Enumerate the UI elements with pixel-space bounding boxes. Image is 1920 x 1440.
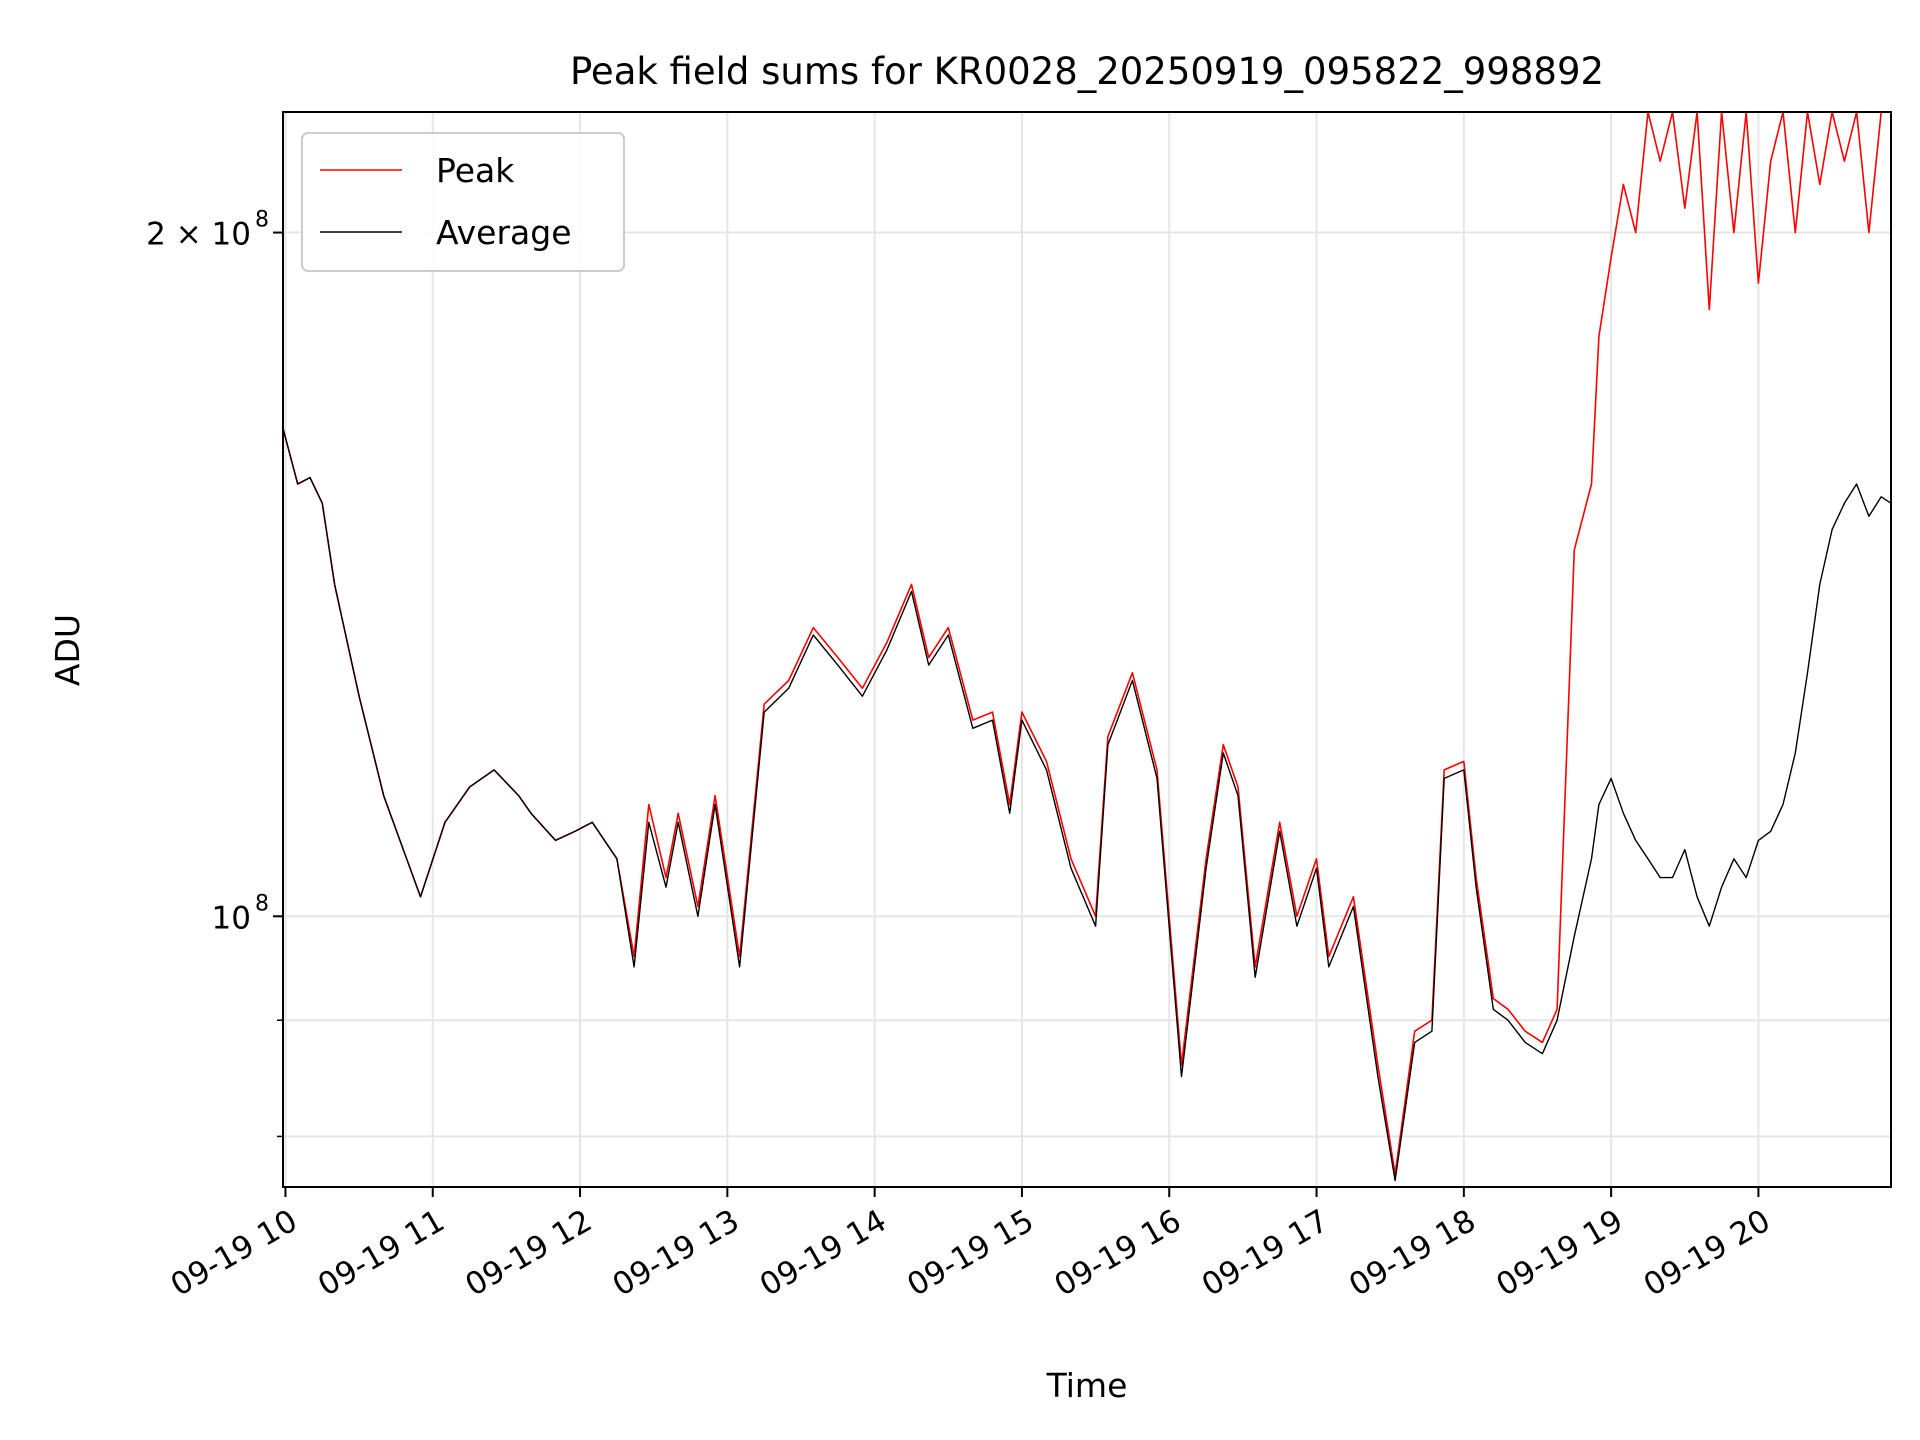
legend-box bbox=[301, 132, 625, 272]
chart-title: Peak field sums for KR0028_20250919_0958… bbox=[570, 50, 1604, 93]
series-line-average bbox=[282, 428, 1892, 1182]
plot-frame bbox=[282, 111, 1892, 1188]
legend: Peak Average bbox=[301, 132, 625, 272]
series-lines bbox=[282, 111, 1892, 1182]
legend-label: Peak bbox=[436, 151, 515, 190]
y-axis-label: ADU bbox=[48, 614, 87, 686]
y-tick-exponent: 8 bbox=[255, 208, 269, 233]
y-tick-label: 10 bbox=[212, 900, 251, 936]
y-tick-label: 2 × 10 bbox=[146, 217, 251, 253]
x-axis-label: Time bbox=[1046, 1366, 1128, 1405]
legend-label: Average bbox=[436, 213, 572, 252]
y-tick-exponent: 8 bbox=[255, 891, 269, 916]
grid bbox=[283, 112, 1891, 1187]
